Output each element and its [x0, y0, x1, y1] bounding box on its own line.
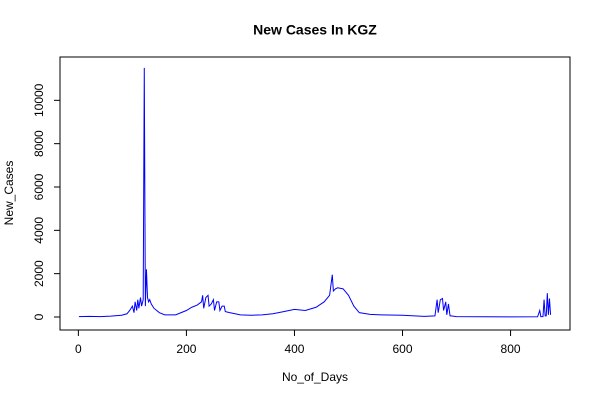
x-tick-label: 400 [284, 342, 304, 356]
y-tick-label: 8000 [32, 130, 46, 157]
x-tick-label: 800 [501, 342, 521, 356]
x-tick-label: 600 [393, 342, 413, 356]
data-line [78, 67, 552, 318]
y-tick-label: 0 [32, 313, 46, 320]
x-axis-label: No_of_Days [282, 370, 348, 384]
x-tick-label: 0 [75, 342, 82, 356]
chart-title: New Cases In KGZ [253, 22, 377, 38]
y-tick-label: 4000 [32, 217, 46, 244]
y-axis-label: New_Cases [2, 161, 16, 226]
x-tick-label: 200 [176, 342, 196, 356]
plot-frame [59, 56, 571, 331]
y-tick-label: 10000 [32, 83, 46, 117]
y-tick-label: 2000 [32, 260, 46, 287]
y-tick-label: 6000 [32, 173, 46, 200]
